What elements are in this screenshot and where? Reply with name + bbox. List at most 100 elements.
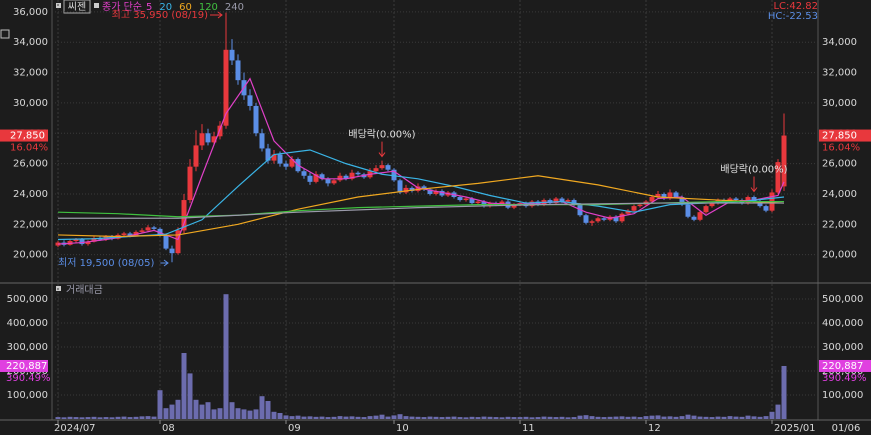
y-tick-label: 500,000 (7, 294, 48, 305)
volume-bar (325, 417, 331, 419)
candle-body (613, 216, 619, 222)
y-tick-label: 26,000 (13, 159, 48, 170)
candle-body (751, 197, 757, 202)
volume-bar (727, 416, 733, 419)
volume-bar (577, 415, 583, 419)
candle-body (667, 192, 673, 199)
change-label: 16.04% (822, 143, 860, 154)
candle-body (343, 175, 349, 179)
volume-bar (427, 416, 433, 419)
volume-bar (673, 416, 679, 419)
volume-bar (397, 414, 403, 419)
volume-bar (637, 417, 643, 419)
last-volume-box (0, 359, 48, 372)
legend-entry: 60 (179, 2, 192, 13)
dividend-annotation: 배당락(0.00%) (348, 129, 415, 141)
y-tick-label: 100,000 (7, 390, 48, 401)
legend-square (94, 3, 99, 8)
volume-bar (451, 416, 457, 419)
candle-body (373, 168, 379, 172)
y-tick-label-right: 400,000 (822, 318, 863, 329)
candle-body (223, 49, 229, 126)
volume-bar (769, 411, 775, 419)
volume-bar (715, 416, 721, 419)
volume-bar (319, 416, 325, 419)
volume-bar (157, 390, 163, 419)
hc-label: HC:-22.53 (768, 11, 818, 22)
y-tick-label-right: 26,000 (822, 159, 857, 170)
last-price-label: 27,850 (822, 131, 857, 142)
candle-body (619, 213, 625, 222)
volume-title: 거래대금 (66, 284, 103, 296)
candle-body (589, 221, 595, 223)
volume-bar (85, 417, 91, 419)
dividend-arrow (378, 141, 386, 158)
candle-body (331, 180, 337, 184)
stock-name-box[interactable] (63, 0, 91, 14)
candle-body (247, 95, 253, 106)
volume-bar (535, 417, 541, 419)
volume-bar (547, 416, 553, 419)
volume-bar (67, 416, 73, 419)
y-tick-label-right: 24,000 (822, 189, 857, 200)
volume-bar (133, 416, 139, 419)
candle-body (565, 200, 571, 202)
volume-bar (163, 408, 169, 419)
low-annotation: 최저 19,500 (08/05) (58, 257, 154, 269)
candle-body (775, 162, 781, 193)
volume-bar (661, 416, 667, 419)
candle-body (379, 165, 385, 169)
candle-body (169, 248, 175, 254)
volume-bar (415, 416, 421, 419)
volume-bar (115, 416, 121, 419)
volume-bar (373, 415, 379, 419)
dividend-arrow (750, 176, 758, 193)
legend-entry: 5 (146, 2, 152, 13)
grid-icon[interactable] (0, 29, 10, 39)
y-tick-label: 400,000 (7, 318, 48, 329)
volume-bar (607, 416, 613, 419)
volume-bar (385, 416, 391, 419)
volume-bar (457, 417, 463, 419)
volume-bar (721, 416, 727, 419)
candle-body (55, 242, 61, 246)
y-tick-label-right: 22,000 (822, 219, 857, 230)
volume-bar (259, 396, 265, 419)
y-tick-label-right: 100,000 (822, 390, 863, 401)
volume-bar (409, 416, 415, 419)
ma-label: 종가 단순 (102, 1, 142, 13)
volume-bar (643, 416, 649, 419)
candle-body (73, 239, 79, 242)
candle-body (763, 206, 769, 211)
candle-body (235, 60, 241, 81)
candle-body (151, 227, 157, 229)
candle-body (91, 237, 97, 242)
candle-body (631, 206, 637, 211)
legend-entry: 20 (159, 2, 172, 13)
volume-bar (151, 416, 157, 419)
volume-bar (469, 416, 475, 419)
volume-bar (91, 416, 97, 419)
volume-bar (439, 417, 445, 419)
volume-bar (283, 415, 289, 419)
candle-body (511, 204, 517, 208)
volume-bar (223, 294, 229, 419)
candle-body (553, 198, 559, 204)
volume-bar (709, 417, 715, 419)
y-tick-label: 300,000 (7, 342, 48, 353)
volume-bar (199, 404, 205, 419)
candle-body (79, 239, 85, 245)
volume-bar (631, 416, 637, 419)
y-tick-label-right: 300,000 (822, 342, 863, 353)
change-label: 16.04% (10, 143, 48, 154)
candle-body (571, 200, 577, 205)
candle-body (337, 175, 343, 181)
x-tick-label: 12 (648, 423, 661, 434)
volume-bar (79, 417, 85, 419)
y-tick-label-right: 20,000 (822, 250, 857, 261)
candle-body (271, 154, 277, 161)
candle-body (679, 197, 685, 205)
volume-bar (775, 404, 781, 419)
volume-bar (217, 408, 223, 419)
volume-bar (97, 417, 103, 419)
